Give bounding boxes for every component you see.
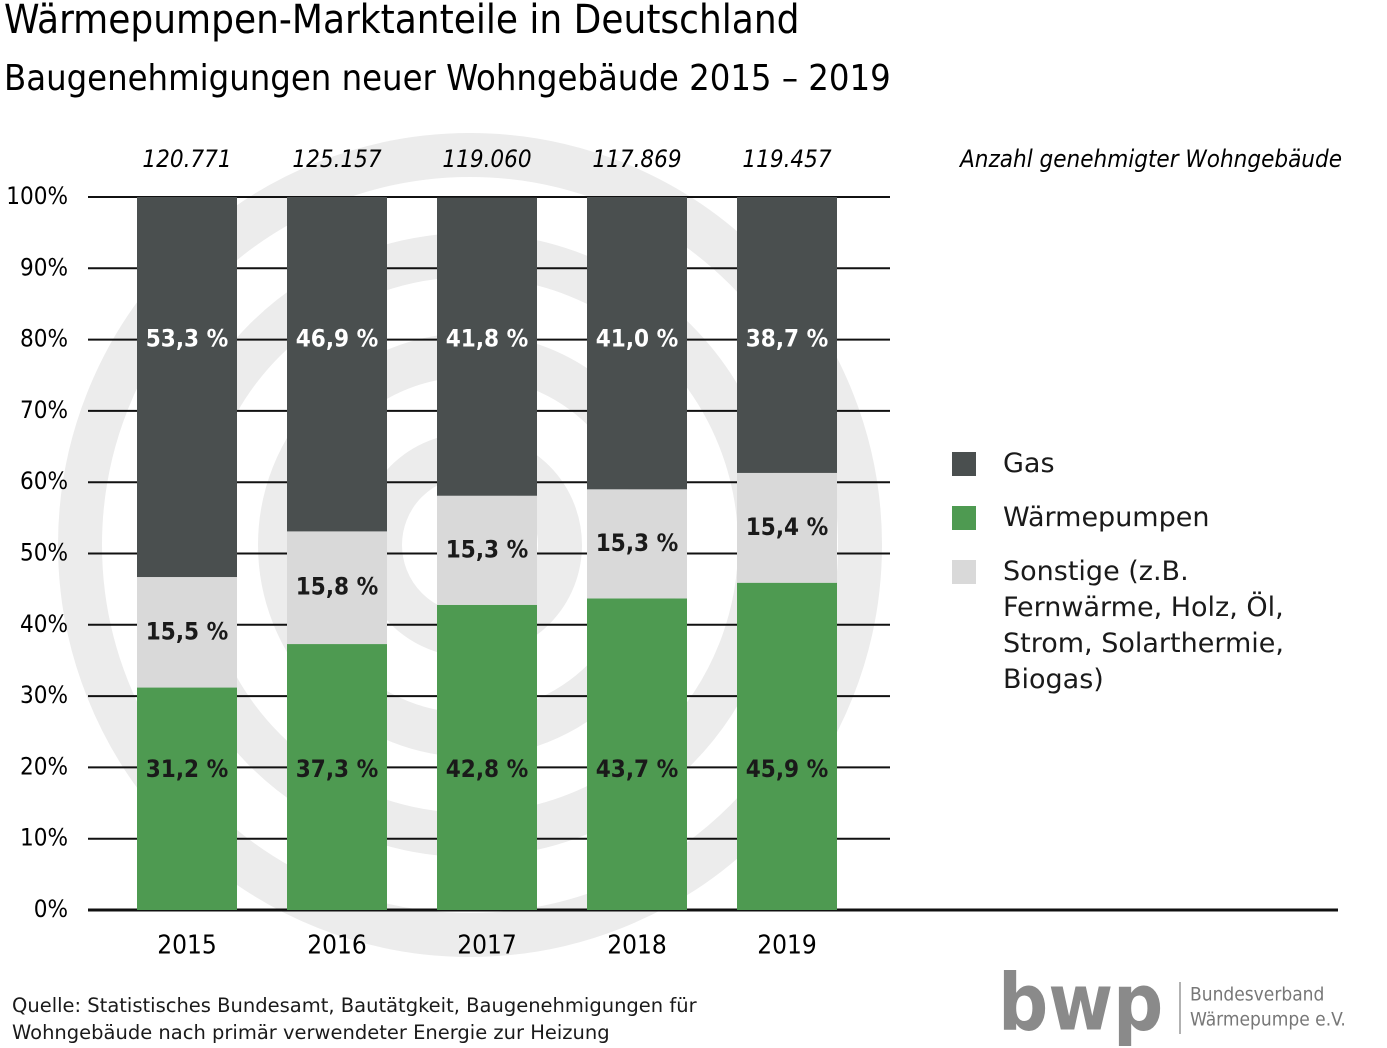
total-label: 120.771 [142,145,231,173]
data-label: 42,8 % [446,755,528,783]
logo-org: Wärmepumpe e.V. [1190,1009,1346,1031]
data-label: 15,3 % [446,535,528,563]
data-label: 15,3 % [596,529,678,557]
y-tick-label: 10% [20,824,68,852]
total-label: 117.869 [592,145,681,173]
y-tick-label: 50% [20,539,68,567]
total-label: 119.060 [442,145,531,173]
totals-label: Anzahl genehmigter Wohngebäude [958,145,1342,173]
bar-segment [287,197,387,532]
legend-swatch [952,452,976,476]
total-label: 125.157 [292,145,382,173]
legend-item: Wärmepumpen [952,500,1342,536]
y-tick-label: 40% [20,610,68,638]
x-tick-label: 2015 [157,931,217,961]
bar-segment [137,577,237,688]
y-tick-label: 20% [20,752,68,780]
bar-segment [587,598,687,910]
bar-segment [737,197,837,473]
data-label: 31,2 % [146,755,228,783]
data-label: 43,7 % [596,755,678,783]
data-label: 37,3 % [296,755,378,783]
bar-segment [137,197,237,578]
bar-segment [287,531,387,645]
bar-segment [437,495,537,605]
bar-segment [587,197,687,490]
legend: Gas Wärmepumpen Sonstige (z.B. Fernwärme… [952,446,1342,716]
chart-subtitle: Baugenehmigungen neuer Wohngebäude 2015 … [4,58,891,99]
y-tick-label: 90% [20,253,68,281]
logo-text: bwp [998,958,1163,1048]
legend-label: Sonstige (z.B. Fernwärme, Holz, Öl, Stro… [1003,556,1284,695]
bar-segment [587,489,687,599]
data-label: 38,7 % [746,325,828,353]
bar-segment [287,644,387,910]
x-tick-label: 2016 [307,931,367,961]
data-label: 41,0 % [596,325,678,353]
data-label: 41,8 % [446,325,528,353]
legend-item: Gas [952,446,1342,482]
data-label: 15,4 % [746,513,828,541]
y-tick-label: 60% [20,467,68,495]
bar-segment [737,472,837,583]
logo: bwp Bundesverband Wärmepumpe e.V. [998,958,1346,1048]
y-tick-label: 70% [20,396,68,424]
data-label: 15,8 % [296,573,378,601]
data-label: 15,5 % [146,617,228,645]
data-label: 46,9 % [296,325,378,353]
legend-label: Wärmepumpen [1003,502,1210,533]
data-label: 45,9 % [746,755,828,783]
legend-swatch [952,560,976,584]
data-label: 53,3 % [146,325,228,353]
source-note: Quelle: Statistisches Bundesamt, Bautätg… [12,994,697,1044]
bar-segment [737,582,837,910]
bar-segment [437,197,537,496]
x-tick-label: 2019 [757,931,817,961]
x-tick-label: 2018 [607,931,667,961]
x-tick-label: 2017 [457,931,517,961]
chart-title: Wärmepumpen-Marktanteile in Deutschland [4,0,800,43]
legend-item: Sonstige (z.B. Fernwärme, Holz, Öl, Stro… [952,554,1342,698]
bar-segment [437,604,537,910]
y-tick-label: 0% [34,895,68,923]
bar-segment [137,687,237,910]
y-tick-label: 100% [6,182,68,210]
y-tick-label: 30% [20,681,68,709]
legend-swatch [952,506,976,530]
total-label: 119.457 [742,145,832,173]
logo-org: Bundesverband [1190,984,1324,1006]
legend-label: Gas [1003,448,1055,479]
y-tick-label: 80% [20,325,68,353]
